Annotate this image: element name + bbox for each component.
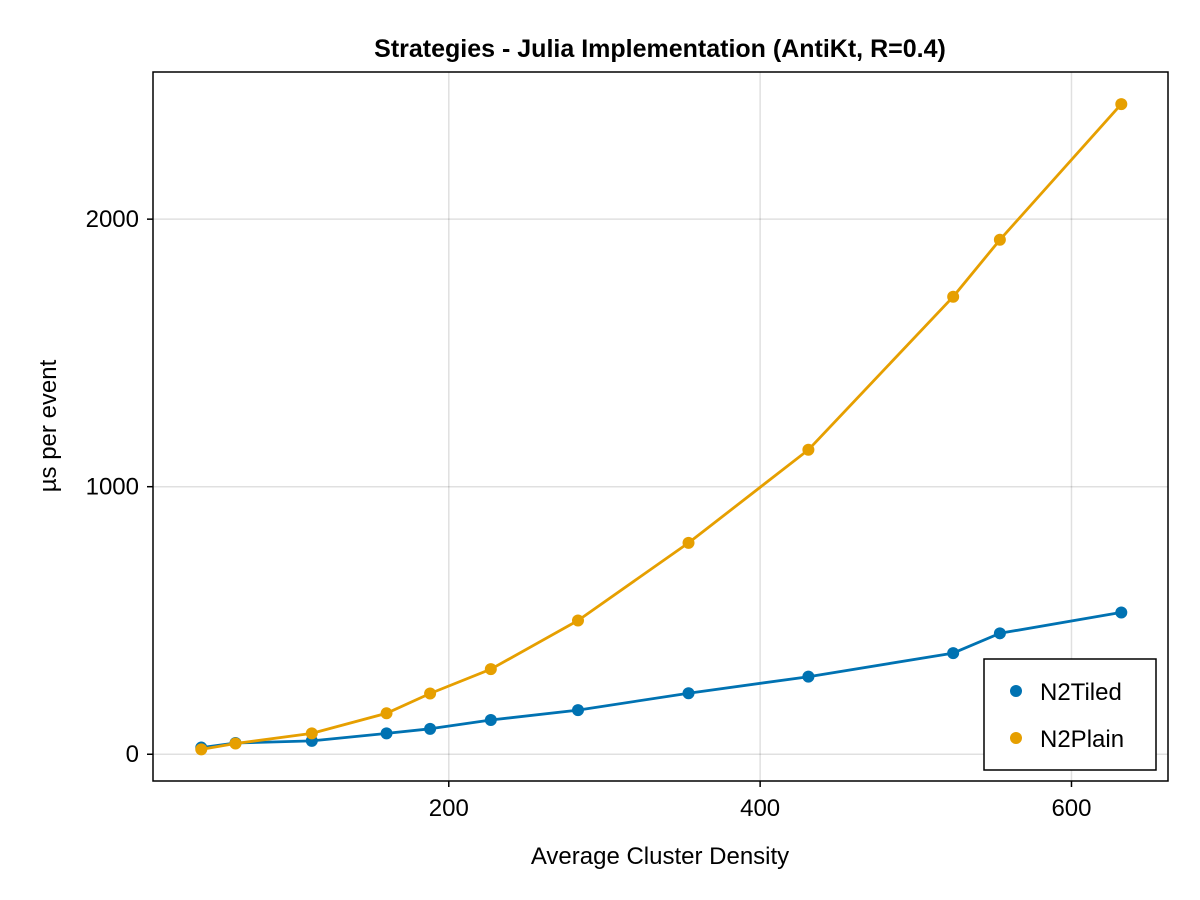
legend-label-n2plain: N2Plain [1040,726,1124,753]
data-point-n2tiled [947,647,960,660]
x-axis-label: Average Cluster Density [531,843,789,870]
y-tick-label: 2000 [86,206,139,233]
series-line-n2tiled [201,611,1122,749]
data-point-n2plain [571,614,584,627]
y-tick-label: 1000 [86,474,139,501]
data-point-n2plain [993,233,1006,246]
y-tick-label: 0 [126,741,139,768]
series-group [195,98,1128,756]
axis-ticks: 200 400 600 0 1000 2000 [86,206,1092,822]
data-point-n2tiled [380,727,393,740]
data-point-n2plain [424,687,437,700]
legend-marker-n2tiled [1010,685,1022,697]
legend-box [983,658,1157,771]
data-point-n2tiled [993,627,1006,640]
data-point-n2plain [802,443,815,456]
data-point-n2plain [229,737,242,750]
y-axis-label: µs per event [35,359,62,492]
data-point-n2plain [195,743,208,756]
data-point-n2tiled [682,687,695,700]
data-point-n2plain [305,727,318,740]
x-tick-label: 600 [1051,795,1091,822]
legend-label-n2tiled: N2Tiled [1040,679,1122,706]
data-point-n2tiled [571,704,584,717]
x-tick-label: 400 [740,795,780,822]
data-point-n2tiled [424,722,437,735]
data-point-n2plain [1115,98,1128,111]
plot-frame [152,71,1169,782]
data-point-n2tiled [802,670,815,683]
chart-title: Strategies - Julia Implementation (AntiK… [374,35,946,63]
legend: N2Tiled N2Plain [983,658,1157,771]
legend-marker-n2plain [1010,732,1022,744]
data-point-n2plain [380,707,393,720]
data-point-n2tiled [1115,606,1128,619]
series-line-n2plain [201,103,1123,751]
data-point-n2plain [682,536,695,549]
data-point-n2plain [947,290,960,303]
data-point-n2plain [484,663,497,676]
x-tick-label: 200 [429,795,469,822]
data-point-n2tiled [484,713,497,726]
